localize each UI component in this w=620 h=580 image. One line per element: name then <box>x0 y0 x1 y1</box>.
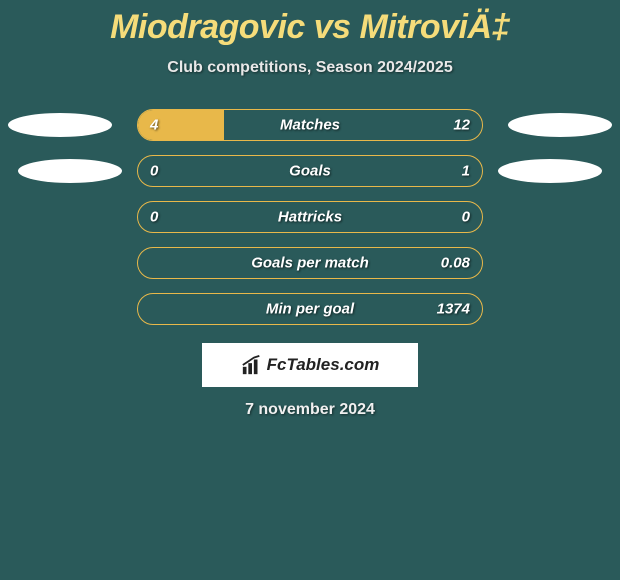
brand-label: FcTables.com <box>267 355 380 375</box>
player-badge-left <box>8 113 112 137</box>
stat-value-right: 12 <box>453 117 470 134</box>
stat-row: 4 Matches 12 <box>0 109 620 141</box>
player-badge-left <box>18 159 122 183</box>
subtitle: Club competitions, Season 2024/2025 <box>167 59 452 77</box>
comparison-card: Miodragovic vs MitroviÄ‡ Club competitio… <box>0 0 620 419</box>
stat-value-right: 1 <box>462 163 470 180</box>
stat-row: Goals per match 0.08 <box>0 247 620 279</box>
stat-label: Matches <box>280 117 340 134</box>
player-badge-right <box>508 113 612 137</box>
stat-bar: Min per goal 1374 <box>137 293 483 325</box>
page-title: Miodragovic vs MitroviÄ‡ <box>110 8 510 47</box>
brand-watermark[interactable]: FcTables.com <box>202 343 418 387</box>
stat-bar: Goals per match 0.08 <box>137 247 483 279</box>
stat-value-right: 0 <box>462 209 470 226</box>
stat-label: Goals per match <box>251 255 369 272</box>
stat-bar: 0 Goals 1 <box>137 155 483 187</box>
stat-label: Goals <box>289 163 331 180</box>
stat-bar: 0 Hattricks 0 <box>137 201 483 233</box>
stat-value-left: 0 <box>150 163 158 180</box>
stat-rows: 4 Matches 12 0 Goals 1 0 Hattricks 0 <box>0 109 620 325</box>
stat-label: Hattricks <box>278 209 342 226</box>
stat-row: Min per goal 1374 <box>0 293 620 325</box>
player-badge-right <box>498 159 602 183</box>
stat-value-left: 0 <box>150 209 158 226</box>
stat-row: 0 Hattricks 0 <box>0 201 620 233</box>
bars-chart-icon <box>241 354 263 376</box>
stat-value-right: 0.08 <box>441 255 470 272</box>
stat-bar: 4 Matches 12 <box>137 109 483 141</box>
date-label: 7 november 2024 <box>245 401 375 419</box>
stat-label: Min per goal <box>266 301 354 318</box>
stat-value-left: 4 <box>150 117 158 134</box>
stat-row: 0 Goals 1 <box>0 155 620 187</box>
stat-value-right: 1374 <box>437 301 470 318</box>
